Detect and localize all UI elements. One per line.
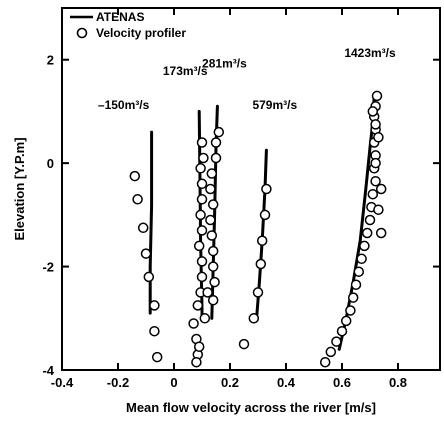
profiler-point <box>347 292 359 303</box>
x-tick-label: -0.4 <box>51 375 74 390</box>
profiler-point <box>195 163 206 174</box>
x-tick-label: 0.2 <box>221 375 239 390</box>
legend-label-velocity-profiler: Velocity profiler <box>96 26 186 40</box>
profiler-point <box>373 132 384 143</box>
profiler-point <box>210 152 222 164</box>
x-axis-label: Mean flow velocity across the river [m/s… <box>126 400 376 415</box>
y-tick-label: -2 <box>42 260 54 275</box>
profiler-point <box>261 183 272 195</box>
profiler-point <box>207 199 219 210</box>
profiler-point <box>375 227 387 239</box>
profiler-point <box>256 235 268 246</box>
profiler-point <box>319 356 331 368</box>
x-tick-label: 0.8 <box>389 375 407 390</box>
x-tick-label: 0 <box>170 375 177 390</box>
profiler-point <box>202 287 213 298</box>
plot-frame <box>61 7 441 371</box>
profiler-point <box>193 240 205 252</box>
profiler-point <box>196 137 208 148</box>
ticks-layer: -0.4 -0.2 0 0.2 0.4 0.6 0.8 -4 -2 0 2 <box>42 8 440 390</box>
y-tick-label: 2 <box>47 53 54 68</box>
profiler-point <box>252 287 264 298</box>
profiler-point <box>129 170 141 182</box>
profiler-point <box>196 256 208 267</box>
profiler-point <box>210 137 222 148</box>
discharge-annotation: 1423m³/s <box>344 46 396 60</box>
profiler-point <box>196 194 208 205</box>
profiler-point <box>213 126 225 138</box>
discharge-annotation: –150m³/s <box>98 98 150 112</box>
x-tick-label: 0.4 <box>277 375 296 390</box>
profiler-point <box>350 279 362 290</box>
profiler-point <box>238 338 250 350</box>
discharge-annotation: 281m³/s <box>202 56 247 70</box>
profiler-point <box>193 341 205 352</box>
profiler-point <box>325 346 337 358</box>
profiler-point <box>196 225 208 236</box>
profiler-point <box>151 351 163 363</box>
profiler-point <box>206 230 218 241</box>
profiler-point <box>205 183 216 195</box>
y-tick-label: 0 <box>47 156 54 171</box>
profiler-point <box>259 209 271 221</box>
profiler-point <box>143 271 155 283</box>
legend-circle-marker <box>76 27 88 39</box>
profiler-point <box>137 222 149 234</box>
profiler-point <box>353 266 365 277</box>
profiler-point <box>207 261 219 272</box>
profiler-point <box>149 325 160 337</box>
profiler-point <box>192 300 204 311</box>
profiler-point <box>255 258 267 270</box>
legend-label-atenas: ATENAS <box>96 10 144 24</box>
profiler-point <box>361 227 373 239</box>
x-tick-label: -0.2 <box>107 375 129 390</box>
profiler-point <box>367 106 379 117</box>
profiler-point <box>207 245 219 257</box>
profiler-point <box>340 315 352 327</box>
atenas-line <box>148 130 154 315</box>
profiler-point <box>370 157 381 169</box>
legend: ATENAS Velocity profiler <box>70 10 186 40</box>
profiler-point <box>373 204 384 215</box>
y-axis-label: Elevation [Y.P.m] <box>12 137 27 240</box>
profiler-point <box>196 271 208 283</box>
profiler-point <box>196 178 208 190</box>
profiler-point <box>195 209 206 221</box>
profiler-point <box>345 305 356 316</box>
profiler-point <box>209 276 220 288</box>
y-tick-label: -4 <box>42 363 54 378</box>
profiler-point <box>206 168 218 179</box>
profiler-point <box>198 152 209 164</box>
profiler-point <box>370 119 381 130</box>
discharge-annotation: 173m³/s <box>163 64 208 78</box>
profiler-point <box>331 336 342 347</box>
profiler-point <box>191 356 202 368</box>
profiler-point <box>356 253 367 265</box>
profiler-point <box>248 313 260 324</box>
profiler-point <box>375 183 387 195</box>
profiler-point <box>132 194 143 205</box>
series-layer <box>129 90 387 368</box>
profiler-point <box>149 300 160 311</box>
profiler-point <box>364 214 376 226</box>
profiler-point <box>370 175 381 187</box>
profiler-point <box>371 90 383 102</box>
profiler-point <box>205 214 216 226</box>
discharge-annotation: 579m³/s <box>252 98 297 112</box>
profiler-point <box>367 188 379 200</box>
profiler-point <box>199 313 211 324</box>
profiler-point <box>188 318 199 329</box>
profiler-point <box>359 240 370 252</box>
profiler-point <box>140 248 152 259</box>
profiler-point <box>336 325 348 337</box>
x-tick-label: 0.6 <box>333 375 351 390</box>
profiler-point <box>207 294 219 306</box>
